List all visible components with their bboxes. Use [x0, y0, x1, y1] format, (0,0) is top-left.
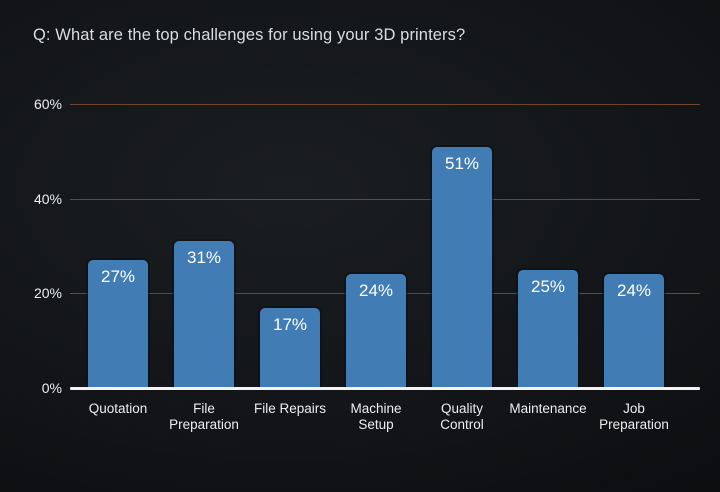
- bar-value-label: 51%: [444, 154, 480, 173]
- gridline-40%: [70, 198, 700, 200]
- bar: 25%: [518, 270, 578, 388]
- x-axis-line: [70, 387, 700, 390]
- x-category-label: Job Preparation: [599, 401, 669, 432]
- bar-value-label: 25%: [530, 277, 566, 296]
- bar: 24%: [604, 274, 664, 388]
- y-tick-label: 60%: [33, 96, 62, 112]
- gridline-60%: [70, 104, 700, 105]
- bar: 31%: [174, 241, 234, 388]
- chart-title: Q: What are the top challenges for using…: [33, 26, 466, 44]
- x-category-label: Quotation: [88, 401, 148, 416]
- bar-value-label: 24%: [358, 281, 394, 300]
- y-tick-label: 0%: [41, 380, 62, 396]
- x-category-label: Quality Control: [440, 401, 484, 432]
- x-category-label: File Repairs: [253, 401, 327, 416]
- bar: 51%: [432, 147, 492, 388]
- bar-value-label: 17%: [272, 315, 308, 334]
- bar: 24%: [346, 274, 406, 388]
- x-category-label: File Preparation: [169, 401, 239, 432]
- bar-value-label: 31%: [186, 248, 222, 267]
- x-category-label: Machine Setup: [350, 401, 402, 432]
- bar: 27%: [88, 260, 148, 388]
- bar-value-label: 27%: [100, 267, 136, 286]
- y-tick-label: 20%: [33, 285, 62, 302]
- bar-value-label: 24%: [616, 281, 652, 300]
- bar: 17%: [260, 308, 320, 388]
- x-category-label: Maintenance: [509, 401, 587, 416]
- y-tick-label: 40%: [33, 190, 62, 207]
- plot-area: 27% 31% 17% 24% 51% 25% 24%: [70, 104, 700, 390]
